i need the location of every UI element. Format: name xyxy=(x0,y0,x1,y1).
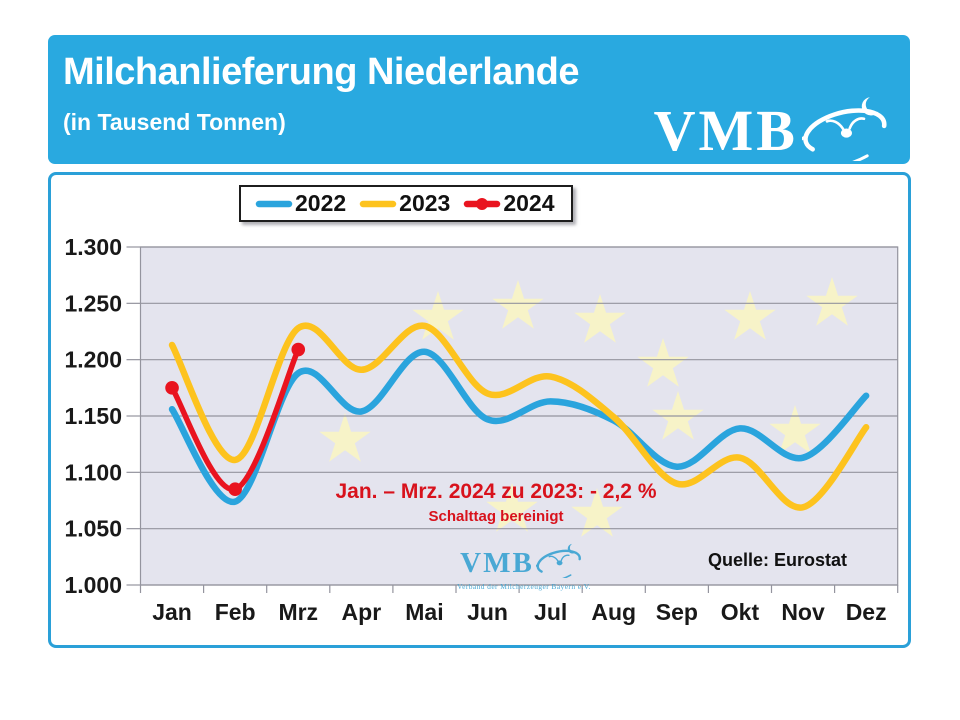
eu-star-watermark xyxy=(486,483,538,532)
eu-star-watermark xyxy=(637,338,689,387)
plot-border xyxy=(139,246,899,586)
eu-star-watermark xyxy=(571,488,623,537)
chart-card: 2022 2023 2024 1.300 1.250 1.200 1.150 1.100… xyxy=(48,172,911,648)
x-tick-label: Mrz xyxy=(278,599,318,625)
x-tick-label: Sep xyxy=(656,599,698,625)
legend-item-2022: 2022 xyxy=(255,190,346,217)
legend-swatch xyxy=(359,200,397,207)
legend-swatch xyxy=(255,200,293,207)
x-tick-label: Jul xyxy=(534,599,567,625)
eu-star-watermark xyxy=(412,291,464,340)
plot-watermark: VMB Verband der Milcherzeuger Bayern e.V… xyxy=(434,543,614,591)
x-tick-label: Jun xyxy=(467,599,508,625)
series-marker-2024 xyxy=(228,482,242,497)
page-subtitle: (in Tausend Tonnen) xyxy=(63,109,286,135)
legend-label: 2023 xyxy=(399,190,451,216)
legend-swatch xyxy=(464,197,501,210)
legend-marker-dot xyxy=(476,197,489,210)
series-marker-2024 xyxy=(291,342,306,357)
x-tick-label: Mai xyxy=(405,599,443,625)
series-line-2023 xyxy=(168,322,870,511)
header-logo: VMB xyxy=(653,96,900,171)
line-chart: 1.300 1.250 1.200 1.150 1.100 1.050 1.000 Jan Fe… xyxy=(64,234,899,625)
legend-item-2023: 2023 xyxy=(359,190,450,217)
series-marker-2024 xyxy=(165,381,179,395)
vmb-logo-ellipse xyxy=(527,543,581,583)
eu-star-watermark xyxy=(724,291,776,340)
y-tick-label: 1.300 xyxy=(64,234,122,260)
eu-star-watermark xyxy=(492,280,544,329)
x-tick-label: Dez xyxy=(846,599,887,625)
header-band: Milchanlieferung Niederlande (in Tausend… xyxy=(48,35,910,171)
vmb-swoosh-icon-small xyxy=(527,543,588,583)
chart-legend: 2022 2023 2024 xyxy=(239,185,573,222)
x-tick-label: Nov xyxy=(781,599,825,625)
vmb-logo-ellipse xyxy=(787,97,887,171)
vmb-swoosh-icon xyxy=(787,96,900,171)
x-tick-label: Jan xyxy=(152,599,192,625)
eu-star-watermark xyxy=(574,294,626,343)
page-title: Milchanlieferung Niederlande xyxy=(63,51,580,93)
y-tick-label: 1.050 xyxy=(64,516,122,542)
eu-star-watermark xyxy=(806,277,858,326)
y-tick-label: 1.100 xyxy=(64,459,122,485)
x-tick-label: Feb xyxy=(215,599,256,625)
x-tick-label: Apr xyxy=(342,599,382,625)
watermark-caption: Verband der Milcherzeuger Bayern e.V. xyxy=(457,582,591,591)
header-logo-text: VMB xyxy=(653,98,798,163)
eu-star-watermark xyxy=(319,413,371,462)
legend-item-2024: 2024 xyxy=(463,190,555,217)
y-tick-label: 1.250 xyxy=(64,290,122,316)
y-tick-label: 1.200 xyxy=(64,347,122,373)
annotation-note: Schalttag bereinigt xyxy=(428,508,564,525)
x-tick-label: Aug xyxy=(591,599,636,625)
eu-star-watermark xyxy=(769,405,821,454)
annotation-comparison: Jan. – Mrz. 2024 zu 2023: - 2,2 % xyxy=(335,480,657,503)
source-label: Quelle: Eurostat xyxy=(708,550,848,570)
y-tick-label: 1.000 xyxy=(64,572,122,598)
y-tick-label: 1.150 xyxy=(64,403,122,429)
x-tick-label: Okt xyxy=(721,599,760,625)
watermark-logo-text: VMB xyxy=(460,546,534,579)
legend-label: 2024 xyxy=(503,190,555,216)
legend-label: 2022 xyxy=(295,190,347,216)
